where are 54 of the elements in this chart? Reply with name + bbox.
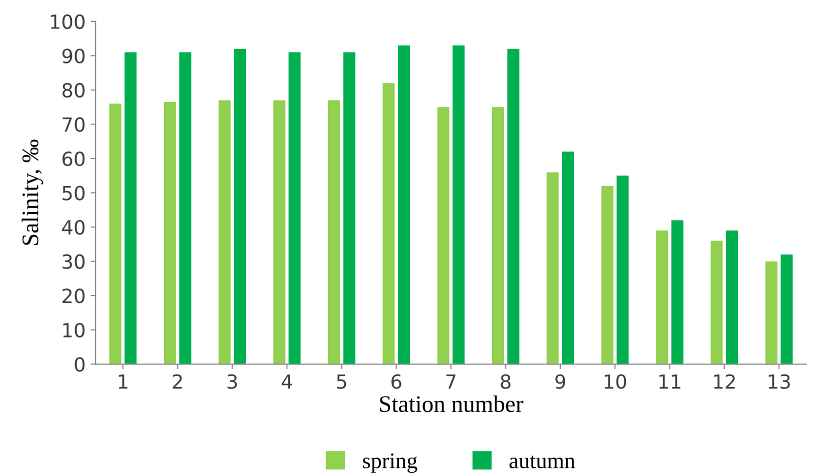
x-tick-label: 2 — [172, 374, 182, 389]
bar — [546, 172, 559, 364]
x-tick-label: 11 — [659, 374, 680, 389]
legend-label: autumn — [510, 456, 576, 468]
bar — [437, 107, 450, 364]
x-tick-label: 8 — [500, 374, 511, 389]
y-tick-label: 100 — [50, 14, 85, 30]
bar — [492, 107, 504, 364]
bar — [328, 100, 340, 364]
x-tick-label: 3 — [228, 374, 237, 389]
bar — [671, 220, 684, 364]
y-tick-label: 50 — [62, 186, 85, 200]
y-tick-label: 70 — [62, 117, 85, 132]
bar — [710, 240, 723, 364]
x-tick-label: 7 — [446, 374, 456, 389]
x-tick-label: 13 — [768, 374, 790, 389]
bar — [164, 102, 176, 364]
x-tick-label: 10 — [604, 374, 626, 389]
bar — [343, 52, 356, 364]
bar — [273, 100, 286, 364]
x-axis-title: Station number — [380, 395, 524, 412]
x-tick-label: 6 — [391, 374, 402, 389]
bar — [562, 152, 574, 364]
bar — [601, 186, 614, 364]
x-tick-label: 4 — [282, 374, 292, 389]
bar — [109, 104, 122, 364]
bar — [398, 45, 410, 364]
y-tick-label: 80 — [62, 82, 85, 98]
y-tick-label: 20 — [62, 288, 85, 304]
x-tick-label: 9 — [555, 374, 566, 389]
bar — [780, 254, 793, 364]
bar — [234, 48, 246, 364]
bar — [124, 52, 137, 364]
y-tick-label: 10 — [63, 322, 85, 338]
y-tick-label: 90 — [62, 48, 85, 64]
bar — [507, 48, 520, 364]
bar — [656, 230, 668, 364]
y-tick-label: 60 — [62, 151, 85, 166]
bar — [765, 261, 778, 364]
y-tick-label: 40 — [62, 220, 85, 235]
x-tick-label: 12 — [714, 374, 735, 389]
bar — [452, 45, 465, 364]
y-tick-label: 30 — [62, 254, 85, 269]
x-tick-label: 1 — [118, 374, 128, 389]
legend-label: spring — [363, 453, 418, 473]
x-tick-label: 5 — [336, 374, 346, 389]
y-tick-label: 0 — [74, 357, 85, 372]
bar — [179, 52, 192, 364]
bar — [382, 83, 395, 364]
bar — [616, 176, 629, 364]
y-axis-title: Salinity, ‰ — [22, 140, 44, 245]
bar — [218, 100, 231, 364]
bar — [726, 230, 738, 364]
bar — [288, 52, 301, 364]
